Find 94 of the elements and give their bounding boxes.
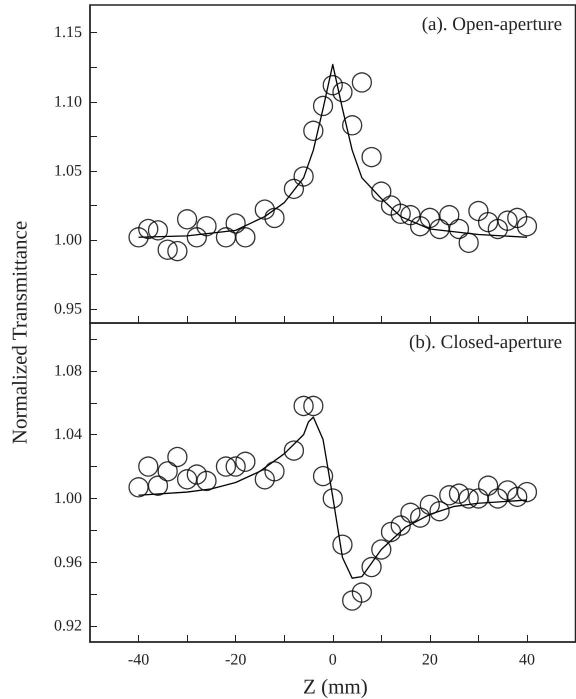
point [410, 216, 430, 236]
point [322, 488, 343, 509]
point [303, 120, 324, 141]
point [332, 534, 353, 555]
point [148, 476, 168, 496]
point [264, 208, 285, 228]
point [138, 456, 158, 477]
annotation: (b). Closed-aperture [409, 332, 562, 353]
x-tick-label: -20 [224, 652, 246, 668]
point [400, 205, 421, 226]
point [284, 178, 304, 200]
y-tick-label: 1.00 [54, 490, 82, 507]
point [458, 232, 479, 253]
annotation: (a). Open-aperture [422, 14, 562, 35]
point [361, 146, 382, 168]
point [507, 208, 528, 228]
point [226, 456, 246, 477]
point [488, 218, 508, 240]
point [176, 469, 198, 490]
point [342, 115, 362, 136]
point [312, 466, 334, 486]
y-tick-label: 0.96 [54, 554, 82, 571]
point [293, 166, 314, 187]
x-tick-label: 40 [518, 652, 535, 668]
point [235, 227, 256, 248]
point [488, 488, 508, 509]
x-tick-label: 20 [422, 652, 438, 668]
y-tick-label: 1.05 [54, 162, 82, 180]
y-tick-label: 0.92 [54, 618, 82, 635]
y-tick-label: 1.00 [54, 232, 82, 249]
point [390, 204, 411, 224]
point [516, 482, 538, 502]
point [468, 488, 489, 509]
point [468, 200, 489, 222]
point [420, 494, 440, 515]
point [322, 75, 343, 96]
point [342, 590, 362, 611]
point [429, 501, 450, 522]
point [478, 476, 498, 496]
point [293, 396, 314, 416]
y-tick-label: 1.08 [54, 362, 82, 380]
point [448, 484, 470, 504]
y-tick-label: 1.04 [54, 426, 82, 444]
point [235, 452, 256, 472]
point [158, 461, 178, 482]
point [429, 218, 450, 240]
point [497, 480, 518, 501]
point [458, 488, 479, 509]
point [196, 216, 217, 236]
point [439, 205, 460, 226]
point [284, 440, 304, 461]
point [148, 220, 168, 241]
point [400, 502, 421, 523]
point [226, 213, 246, 234]
x-tick-label: 0 [328, 652, 337, 668]
point [361, 556, 382, 578]
point [264, 461, 285, 482]
x-tick-label: -40 [128, 652, 150, 668]
point [352, 582, 372, 603]
point [390, 515, 411, 536]
point [380, 522, 402, 542]
point [254, 199, 275, 220]
point [380, 195, 402, 216]
point [371, 539, 392, 560]
point [478, 212, 498, 232]
point [158, 240, 178, 260]
point [216, 227, 236, 248]
point [410, 507, 430, 528]
point [167, 446, 188, 468]
point [167, 240, 188, 262]
point [303, 396, 324, 416]
point [254, 469, 275, 490]
point [497, 210, 518, 231]
point [128, 477, 149, 498]
point [448, 218, 470, 240]
point [128, 227, 149, 248]
point [186, 227, 207, 248]
point [196, 470, 217, 492]
point [420, 208, 440, 228]
point [371, 182, 392, 202]
y-tick-label: 1.15 [54, 24, 82, 42]
y-axis-title: Normalized Transmittance [8, 220, 32, 446]
point [186, 464, 207, 485]
y-tick-label: 1.10 [54, 93, 82, 110]
point [439, 485, 460, 506]
point [138, 218, 158, 240]
point [312, 96, 334, 116]
point [216, 456, 236, 477]
point [352, 72, 372, 93]
y-tick-label: 0.95 [54, 300, 82, 318]
x-axis-title: Z (mm) [303, 674, 368, 698]
point [176, 209, 198, 230]
point [332, 82, 353, 102]
point [516, 216, 538, 236]
